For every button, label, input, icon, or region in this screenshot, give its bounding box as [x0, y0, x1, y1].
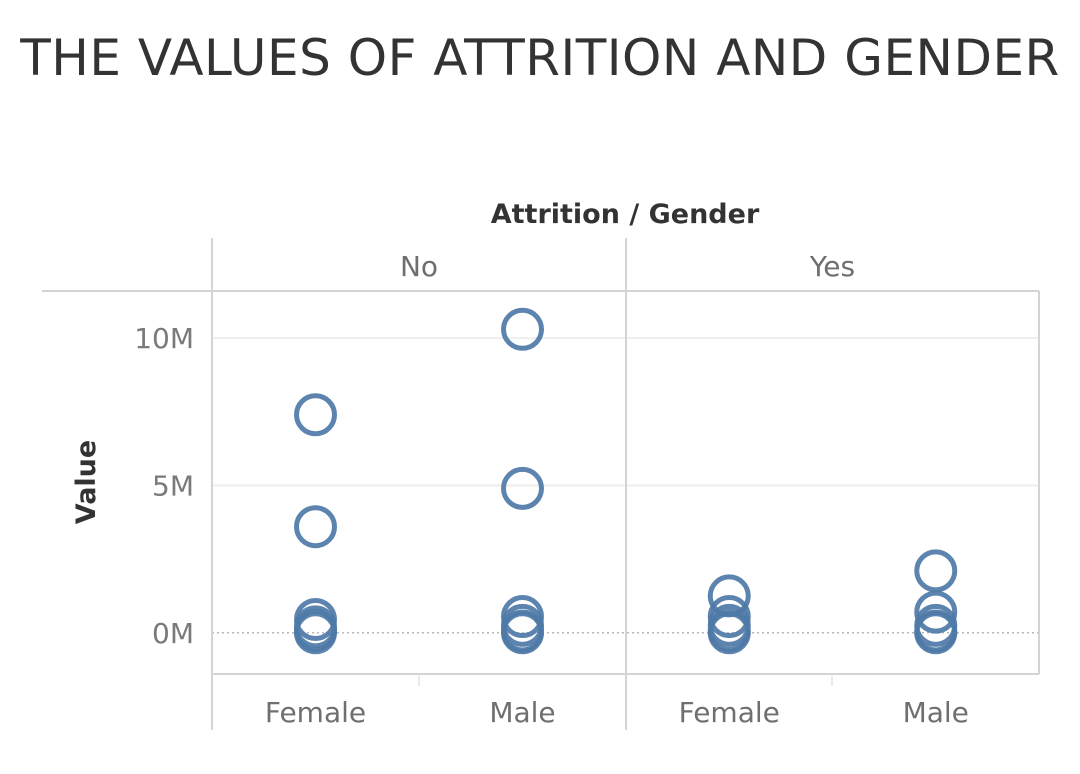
data-points — [294, 307, 958, 655]
data-point — [914, 549, 958, 593]
group-labels: No Yes — [400, 250, 855, 283]
data-point — [707, 611, 751, 655]
chart-frame — [42, 238, 1040, 730]
chart-title: THE VALUES OF ATTRITION AND GENDER — [20, 29, 1060, 87]
data-point — [294, 611, 337, 655]
category-label-female: Female — [265, 696, 366, 729]
category-label-female: Female — [679, 696, 780, 729]
y-axis-label: Value — [71, 440, 102, 524]
y-axis-ticks: 0M 5M 10M — [134, 322, 194, 650]
data-point — [294, 393, 337, 437]
data-point — [501, 307, 544, 351]
data-point — [501, 611, 544, 655]
data-point — [501, 466, 544, 510]
group-label-yes: Yes — [809, 250, 855, 283]
category-label-male: Male — [903, 696, 969, 729]
category-label-male: Male — [489, 696, 555, 729]
y-tick-label: 10M — [134, 322, 194, 355]
y-tick-label: 5M — [152, 469, 194, 502]
y-tick-label: 0M — [152, 617, 194, 650]
data-point — [914, 590, 958, 634]
data-point — [294, 505, 337, 549]
group-label-no: No — [400, 250, 438, 283]
data-point — [914, 611, 958, 655]
category-labels: Female Male Female Male — [265, 696, 969, 729]
column-header: Attrition / Gender — [491, 199, 760, 230]
